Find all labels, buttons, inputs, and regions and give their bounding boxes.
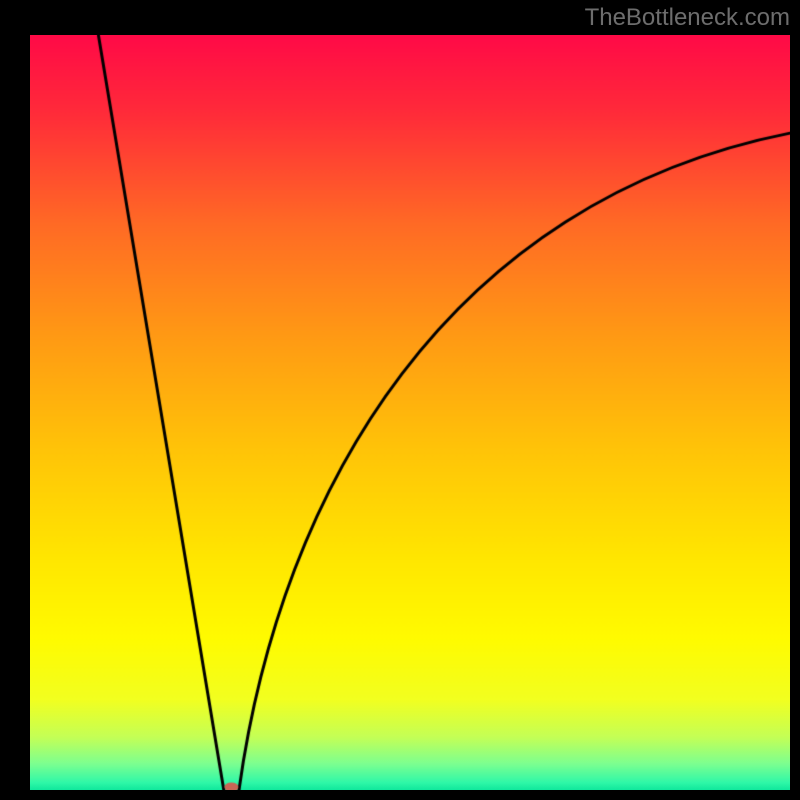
watermark-label: TheBottleneck.com	[585, 4, 790, 32]
chart-container: TheBottleneck.com	[0, 0, 800, 800]
plot-border-left	[0, 0, 30, 800]
plot-border-bottom	[0, 790, 800, 800]
bottleneck-curve	[0, 0, 800, 800]
plot-border-right	[790, 0, 800, 800]
